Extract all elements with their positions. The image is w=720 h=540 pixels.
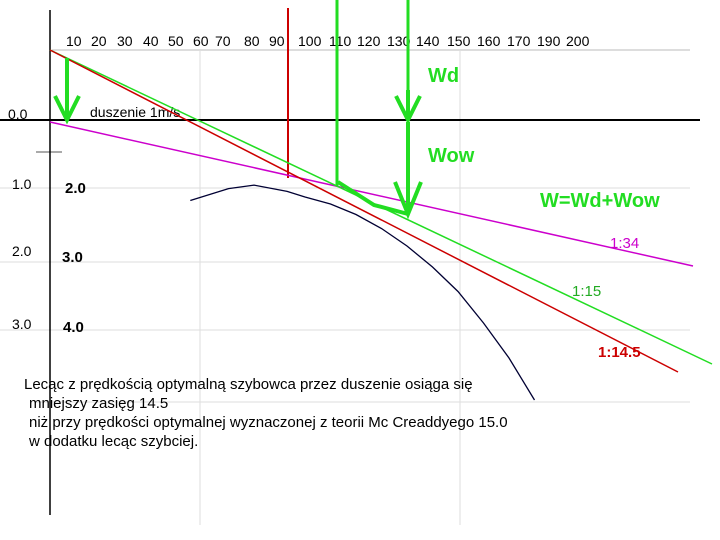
y-tick-0: 0.0 [8,106,28,122]
x-tick-150: 150 [447,33,471,49]
caption-line-2: mniejszy zasięg 14.5 [29,395,169,412]
x-tick-100: 100 [298,33,322,49]
label-wd: Wd [428,65,459,87]
caption-line-3: niż przy prędkości optymalnej wyznaczone… [29,414,508,431]
x-tick-20: 20 [91,33,107,49]
caption: Lecąc z prędkością optymalną szybowca pr… [24,375,664,451]
arrow-resultant [336,180,409,216]
grid [0,49,690,525]
x-tick-170: 170 [507,33,531,49]
sink-annotation: duszenie 1m/s [90,104,180,120]
tangent-line-1-14-5 [49,49,679,373]
x-tick-40: 40 [143,33,159,49]
x-tick-130: 130 [387,33,411,49]
x-tick-120: 120 [357,33,381,49]
ratio-1-34: 1:34 [610,235,639,252]
ratio-1-14-5: 1:14.5 [598,344,641,361]
x-tick-labels: 10 20 30 40 50 60 70 80 90 100 110 120 1… [66,33,590,49]
caption-line-4: w dodatku lecąc szybciej. [29,433,199,450]
tangent-line-1-34 [49,121,694,267]
label-w-total: W=Wd+Wow [540,190,660,212]
x-tick-50: 50 [168,33,184,49]
x-tick-30: 30 [117,33,133,49]
caption-line-1: Lecąc z prędkością optymalną szybowca pr… [24,376,473,393]
x-tick-90: 90 [269,33,285,49]
x-tick-80: 80 [244,33,260,49]
arrow-wd-left [53,58,81,125]
y-tick-labels: 0.0 1.0 2.0 3.0 2.0 3.0 4.0 [8,106,86,336]
x-tick-110: 110 [329,33,352,49]
x-tick-60: 60 [193,33,209,49]
y-tick-offset-2: 2.0 [65,180,86,197]
x-tick-190: 190 [537,33,561,49]
label-wow: Wow [428,145,475,167]
x-tick-70: 70 [215,33,231,49]
y-tick-offset-4: 4.0 [63,319,84,336]
arrow-wd [394,90,422,125]
ratio-1-15: 1:15 [572,283,601,300]
polar-curve [190,184,536,401]
x-tick-140: 140 [416,33,440,49]
x-tick-200: 200 [566,33,590,49]
x-tick-10: 10 [66,33,82,49]
y-tick-1: 1.0 [12,176,32,192]
y-tick-3: 3.0 [12,316,32,332]
y-tick-2: 2.0 [12,243,32,259]
y-tick-offset-3: 3.0 [62,249,83,266]
x-tick-160: 160 [477,33,501,49]
